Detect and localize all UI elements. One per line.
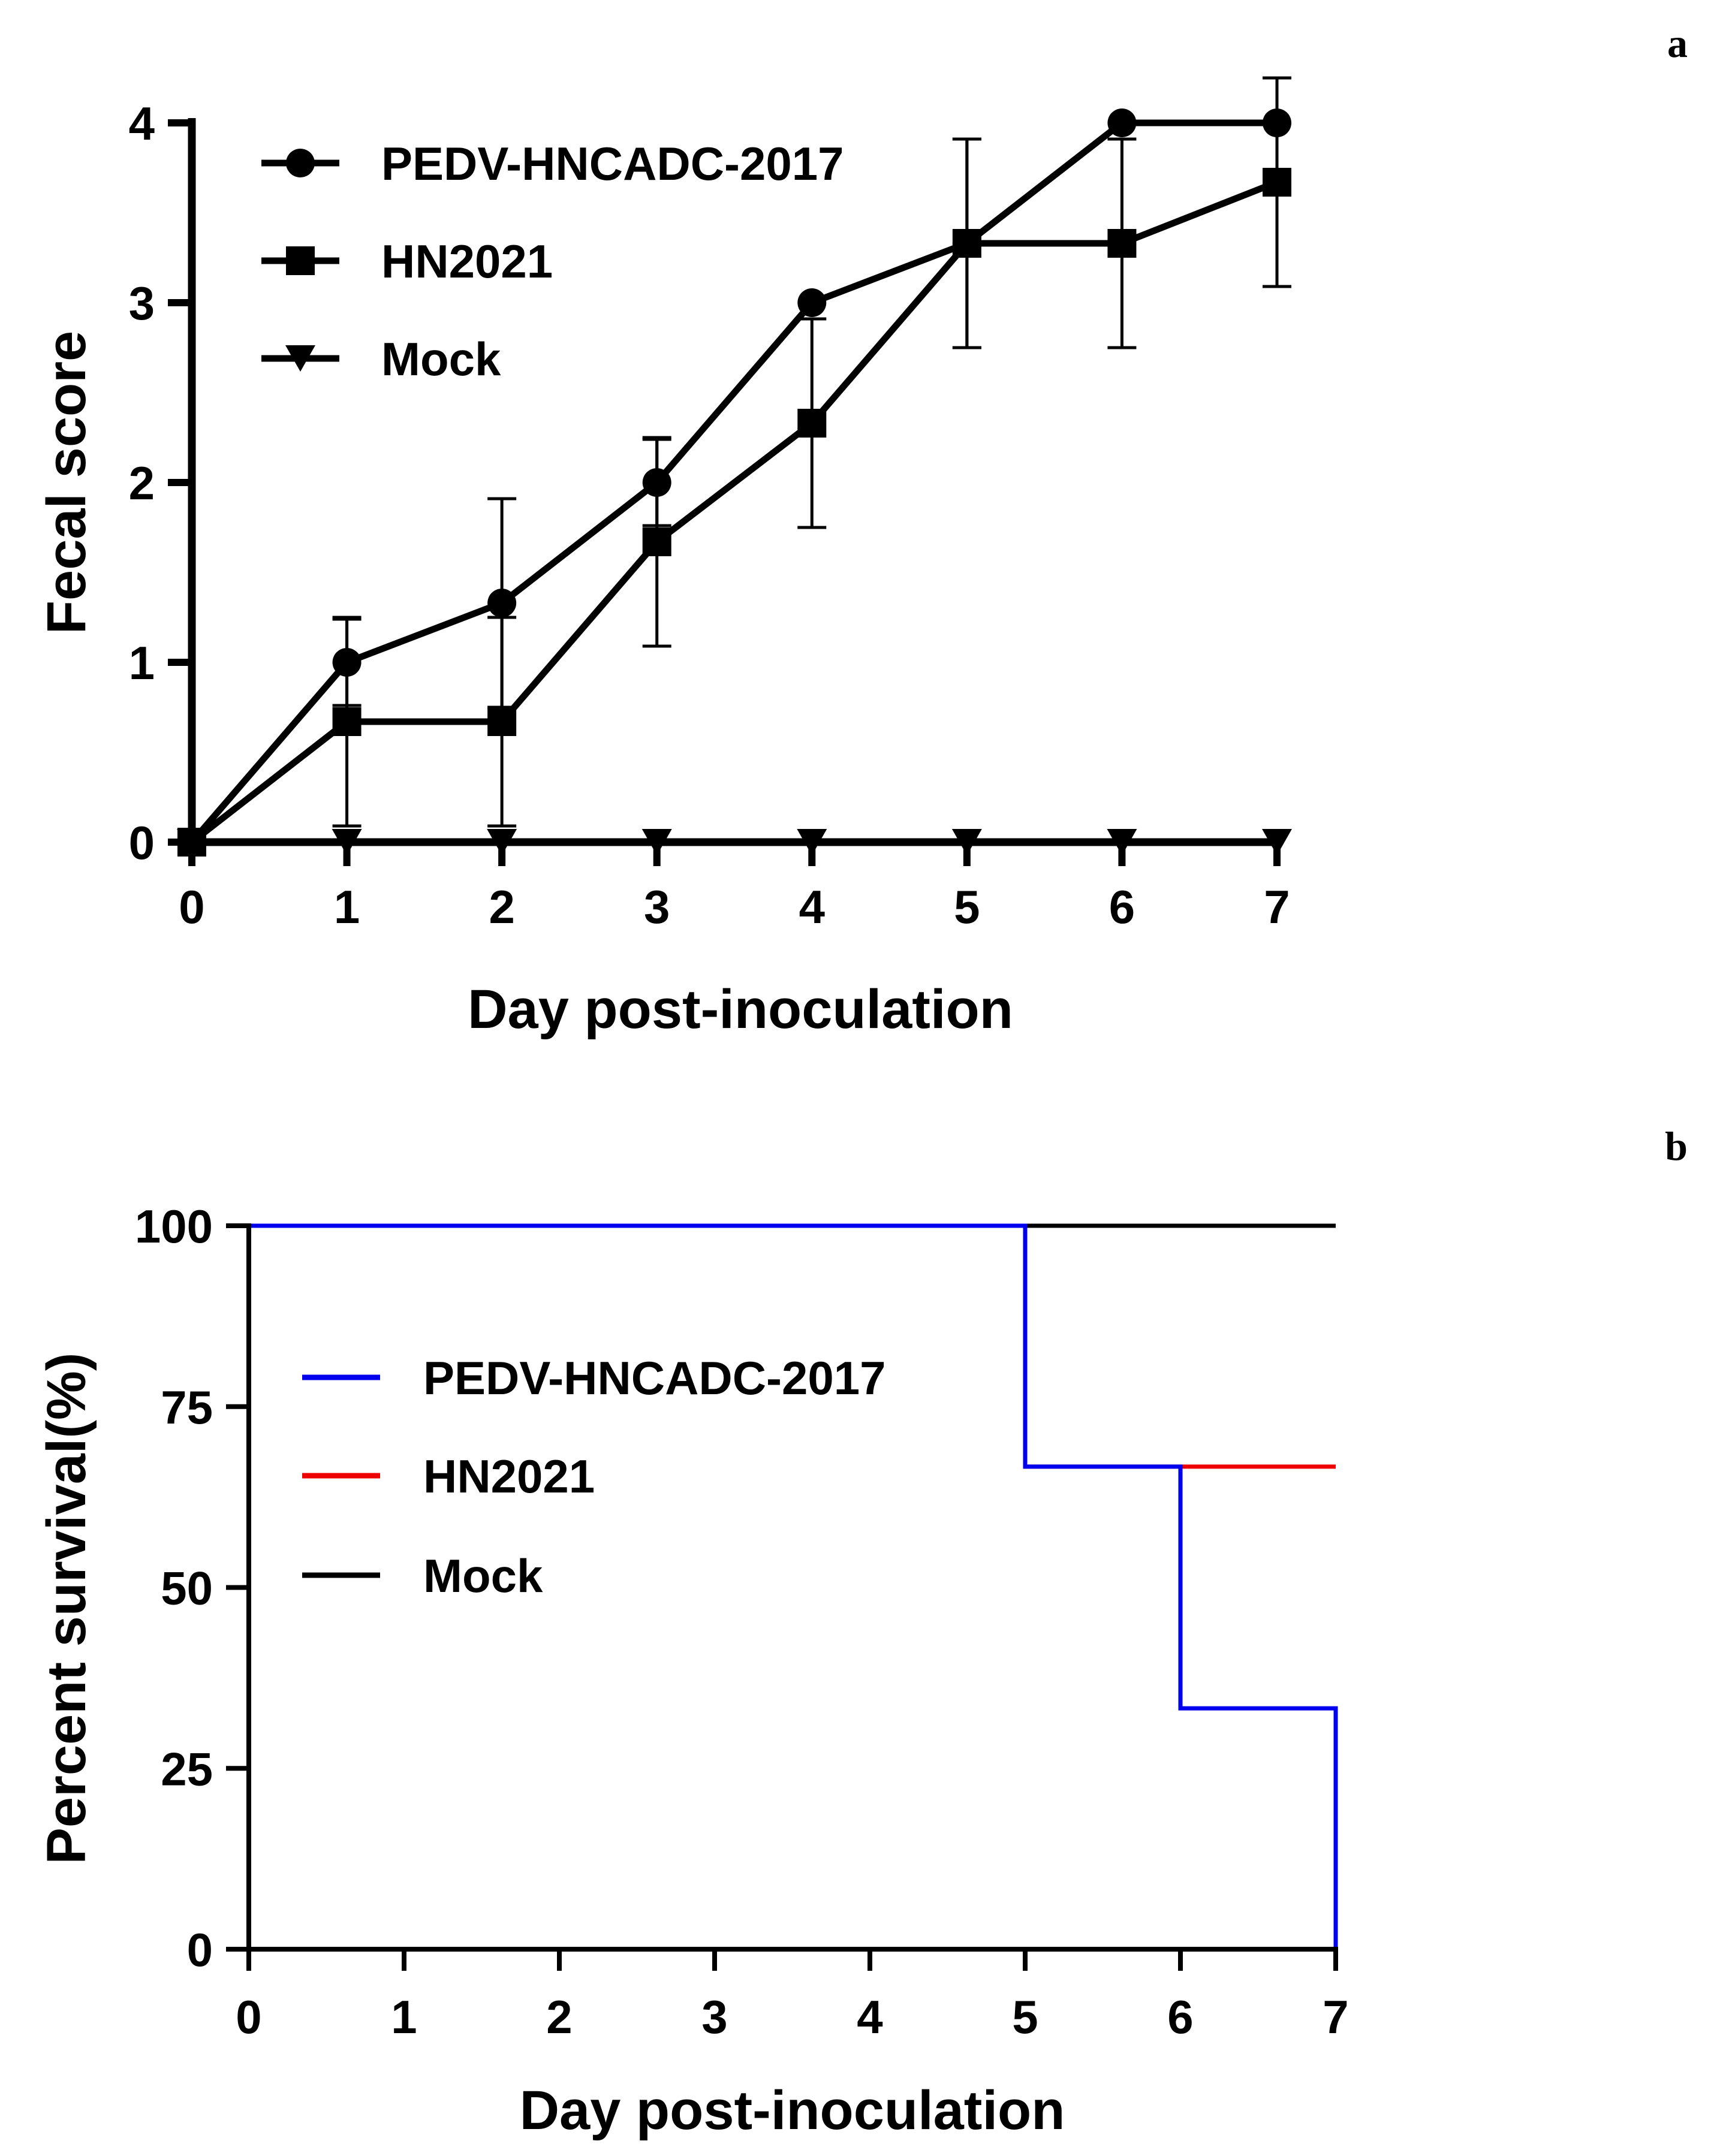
legend: PEDV-HNCADC-2017 HN2021 Mock bbox=[302, 1352, 886, 1602]
survival-chart: 0 1 2 3 4 5 6 7 0 25 50 75 100 PEDV-HNCADC-2017 HN202… bbox=[36, 1200, 1349, 2141]
x-tick-label: 3 bbox=[644, 881, 670, 933]
x-tick-label: 1 bbox=[391, 1991, 417, 2043]
y-tick-label: 3 bbox=[129, 277, 155, 330]
y-tick-label: 2 bbox=[129, 457, 155, 509]
x-tick-label: 5 bbox=[954, 881, 980, 933]
x-tick-label: 4 bbox=[857, 1991, 882, 2043]
y-tick-label: 4 bbox=[129, 97, 155, 150]
legend: PEDV-HNCADC-2017 HN2021 Mock bbox=[261, 137, 844, 385]
axes bbox=[226, 1223, 1338, 1971]
y-axis-title: Fecal score bbox=[36, 331, 97, 634]
x-tick-label: 3 bbox=[701, 1991, 727, 2043]
legend-label: PEDV-HNCADC-2017 bbox=[423, 1352, 886, 1404]
legend-item: HN2021 bbox=[302, 1450, 595, 1503]
y-tick-label: 0 bbox=[187, 1923, 213, 1976]
x-tick-label: 6 bbox=[1167, 1991, 1193, 2043]
data-point-triangle-down bbox=[1262, 829, 1292, 855]
data-point-circle bbox=[1107, 108, 1137, 137]
legend-item: Mock bbox=[261, 333, 501, 385]
survival-line-1 bbox=[249, 1223, 1336, 1469]
x-axis-title: Day post-inoculation bbox=[468, 979, 1013, 1040]
data-point-square bbox=[642, 527, 671, 556]
legend-item: HN2021 bbox=[261, 235, 553, 288]
x-tick-label: 5 bbox=[1012, 1991, 1038, 2043]
legend-marker bbox=[286, 149, 315, 177]
panel-label-b: b bbox=[1665, 1123, 1688, 1169]
x-axis-title: Day post-inoculation bbox=[520, 2080, 1065, 2141]
data-point-triangle-down bbox=[177, 829, 207, 855]
data-point-square bbox=[797, 409, 827, 438]
series-lines bbox=[249, 1223, 1338, 1949]
data-point-circle bbox=[487, 589, 517, 617]
data-point-square bbox=[332, 707, 362, 736]
survival-line-0 bbox=[249, 1223, 1338, 1949]
y-tick-label: 1 bbox=[129, 637, 155, 689]
tick-labels: 0 1 2 3 4 5 6 7 0 25 50 75 100 bbox=[135, 1200, 1349, 2043]
y-tick-label: 75 bbox=[161, 1381, 213, 1434]
x-tick-label: 0 bbox=[236, 1991, 261, 2043]
x-tick-label: 6 bbox=[1109, 881, 1135, 933]
legend-label: HN2021 bbox=[381, 235, 553, 288]
x-tick-label: 2 bbox=[546, 1991, 572, 2043]
series-line-1 bbox=[189, 179, 1279, 845]
data-point-circle bbox=[332, 648, 362, 677]
y-tick-label: 50 bbox=[161, 1562, 213, 1615]
y-tick-label: 25 bbox=[161, 1742, 213, 1795]
fecal-score-chart: 0 1 2 3 4 5 6 7 0 1 2 3 4 PEDV-HNCADC-2017 HN2021 Mock… bbox=[36, 76, 1292, 1040]
y-axis-title: Percent survival(%) bbox=[36, 1353, 97, 1865]
error-bars bbox=[332, 76, 1291, 828]
data-point-circle bbox=[797, 288, 827, 317]
legend-label: HN2021 bbox=[423, 1450, 595, 1503]
tick-labels: 0 1 2 3 4 5 6 7 0 1 2 3 4 bbox=[129, 97, 1290, 933]
x-tick-label: 1 bbox=[334, 881, 360, 933]
panel-label-a: a bbox=[1667, 20, 1688, 66]
data-point-circle bbox=[1263, 108, 1291, 137]
x-tick-label: 0 bbox=[179, 881, 204, 933]
data-point-square bbox=[487, 707, 517, 736]
series-markers bbox=[177, 108, 1292, 857]
legend-marker bbox=[285, 345, 315, 372]
legend-label: Mock bbox=[423, 1549, 543, 1602]
x-tick-label: 4 bbox=[799, 881, 825, 933]
data-point-square bbox=[1263, 168, 1291, 197]
data-point-triangle-down bbox=[641, 829, 672, 855]
x-tick-label: 7 bbox=[1323, 1991, 1348, 2043]
data-point-triangle-down bbox=[1107, 829, 1137, 855]
x-tick-label: 7 bbox=[1264, 881, 1290, 933]
data-point-triangle-down bbox=[951, 829, 982, 855]
legend-label: Mock bbox=[381, 333, 501, 385]
data-point-triangle-down bbox=[332, 829, 362, 855]
legend-marker bbox=[286, 246, 315, 275]
legend-item: PEDV-HNCADC-2017 bbox=[302, 1352, 886, 1404]
y-tick-label: 0 bbox=[129, 816, 155, 869]
data-point-circle bbox=[642, 468, 671, 497]
data-point-square bbox=[952, 229, 981, 258]
legend-label: PEDV-HNCADC-2017 bbox=[381, 137, 844, 190]
series-line-0 bbox=[189, 119, 1277, 845]
legend-item: PEDV-HNCADC-2017 bbox=[261, 137, 844, 190]
legend-item: Mock bbox=[302, 1549, 543, 1602]
x-tick-label: 2 bbox=[489, 881, 514, 933]
data-point-square bbox=[1107, 229, 1137, 258]
y-tick-label: 100 bbox=[135, 1200, 213, 1253]
data-point-triangle-down bbox=[487, 829, 517, 855]
data-point-triangle-down bbox=[797, 829, 827, 855]
